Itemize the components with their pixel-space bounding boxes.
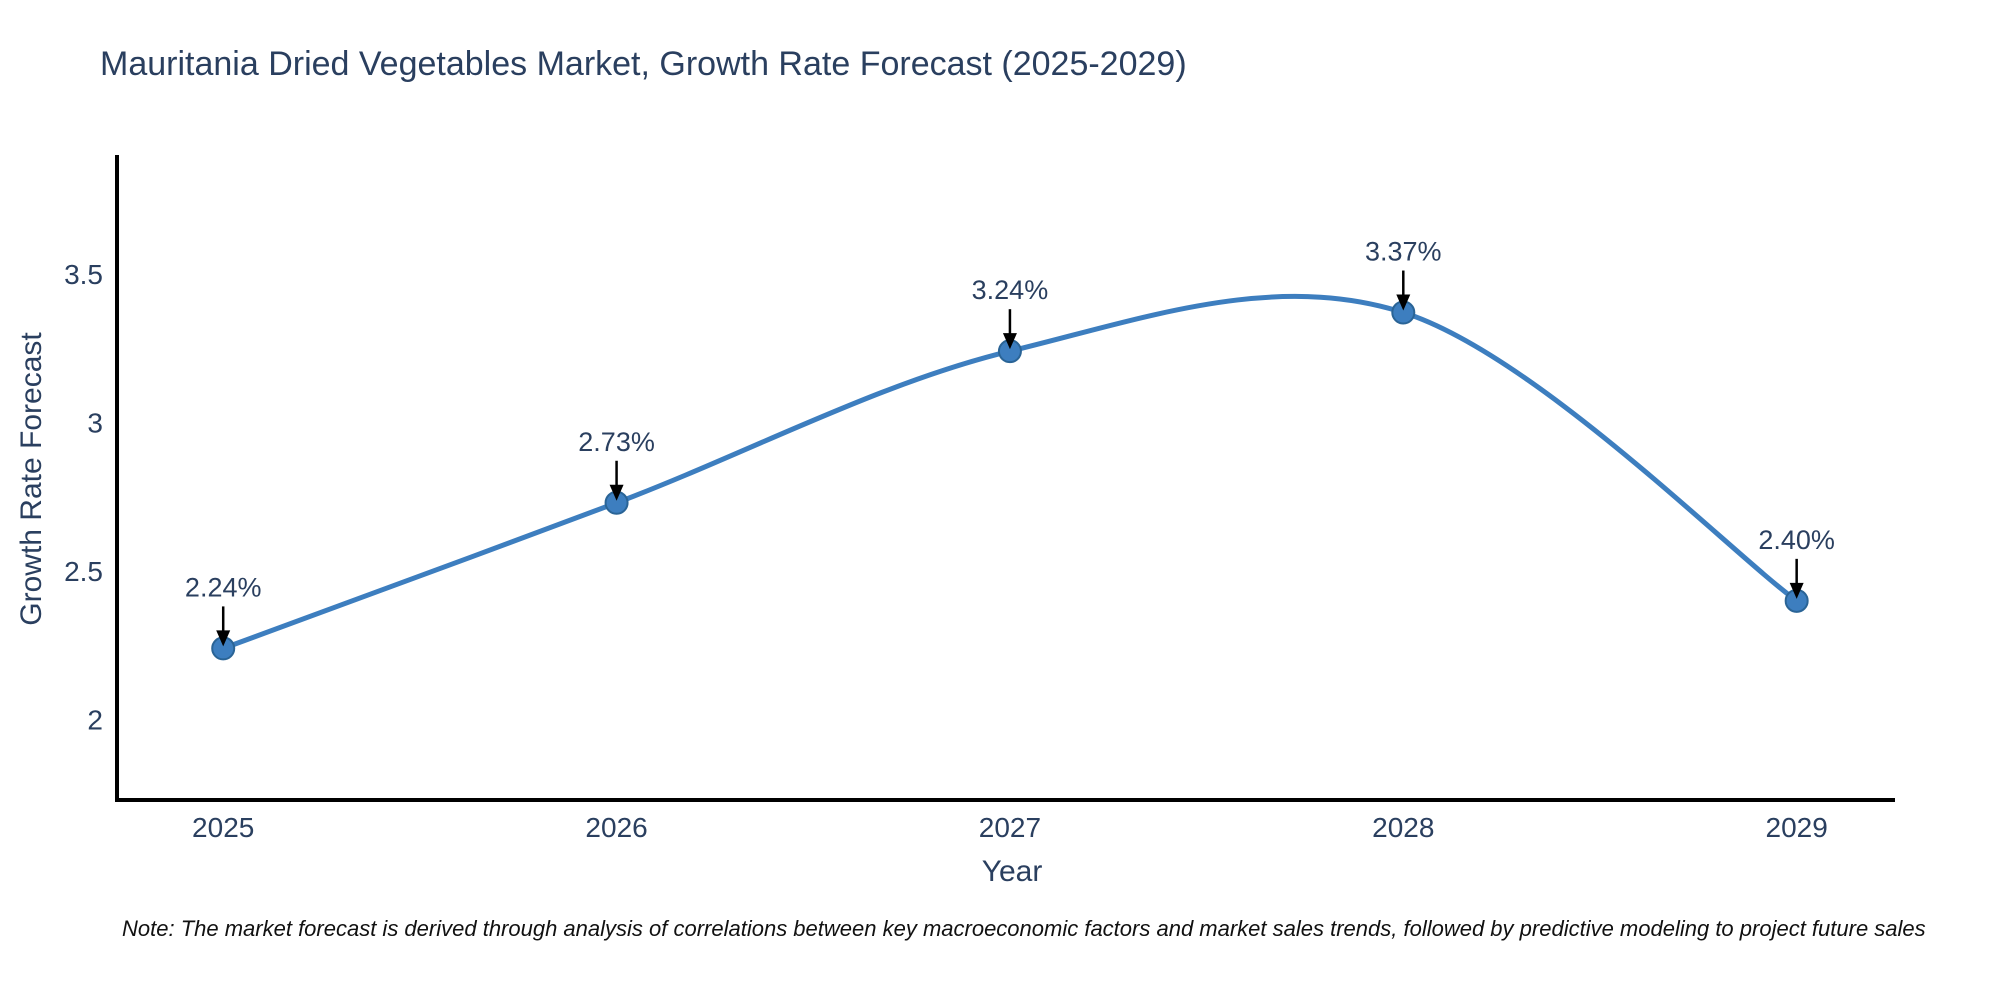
- y-tick-label: 2: [87, 705, 103, 736]
- annotation-arrowhead-icon: [1789, 582, 1804, 599]
- annotation-arrowhead-icon: [216, 630, 231, 647]
- point-value-label: 2.73%: [578, 427, 655, 457]
- y-tick-label: 3.5: [64, 259, 103, 290]
- annotation-arrowhead-icon: [1396, 294, 1411, 311]
- y-tick-label: 2.5: [64, 556, 103, 587]
- footnote: Note: The market forecast is derived thr…: [122, 916, 1926, 941]
- x-tick-label: 2027: [979, 812, 1041, 843]
- point-value-label: 2.40%: [1758, 525, 1835, 555]
- x-tick-label: 2025: [192, 812, 254, 843]
- chart-title: Mauritania Dried Vegetables Market, Grow…: [100, 45, 1187, 83]
- annotation-arrowhead-icon: [609, 484, 624, 501]
- x-tick-label: 2026: [585, 812, 647, 843]
- point-value-label: 3.24%: [972, 275, 1049, 305]
- point-value-label: 2.24%: [185, 572, 262, 602]
- x-axis-title: Year: [981, 855, 1043, 888]
- x-tick-label: 2029: [1766, 812, 1828, 843]
- y-tick-label: 3: [87, 408, 103, 439]
- point-value-label: 3.37%: [1365, 237, 1442, 267]
- annotation-arrowhead-icon: [1002, 333, 1017, 350]
- x-tick-label: 2028: [1372, 812, 1434, 843]
